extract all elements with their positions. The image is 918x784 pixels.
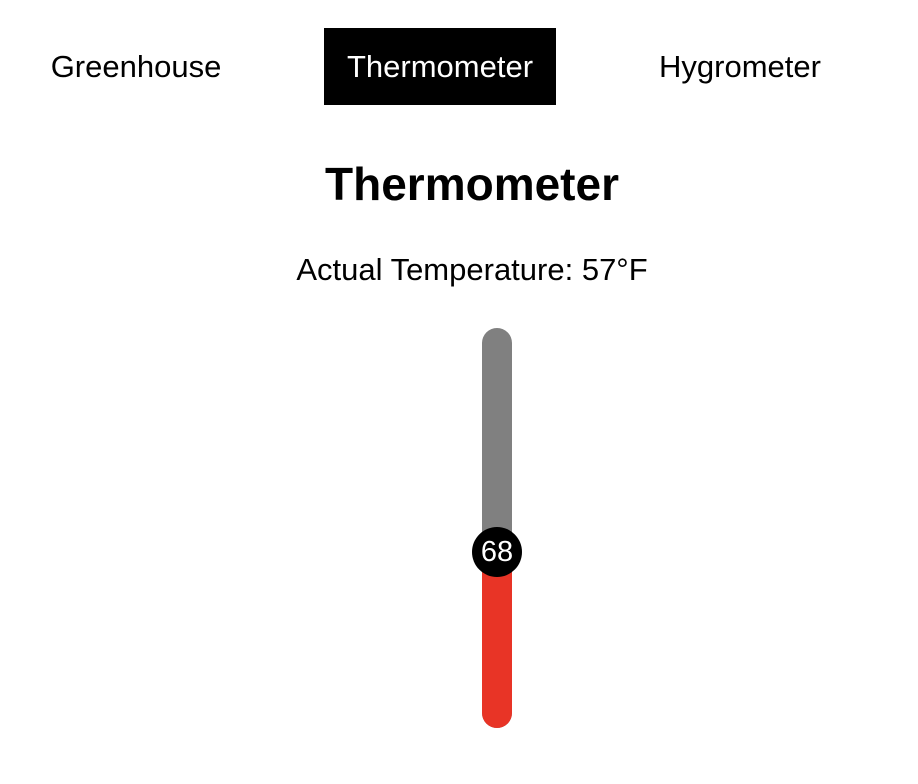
- top-nav: Greenhouse Thermometer Hygrometer: [0, 28, 918, 105]
- slider-fill: [482, 552, 512, 728]
- tab-thermometer[interactable]: Thermometer: [324, 28, 556, 105]
- tab-greenhouse[interactable]: Greenhouse: [50, 49, 222, 84]
- temperature-slider[interactable]: 68: [472, 328, 522, 728]
- slider-thumb[interactable]: 68: [472, 527, 522, 577]
- tab-hygrometer[interactable]: Hygrometer: [659, 49, 821, 84]
- page-title: Thermometer: [325, 158, 619, 210]
- actual-temperature: Actual Temperature: 57°F: [296, 252, 648, 287]
